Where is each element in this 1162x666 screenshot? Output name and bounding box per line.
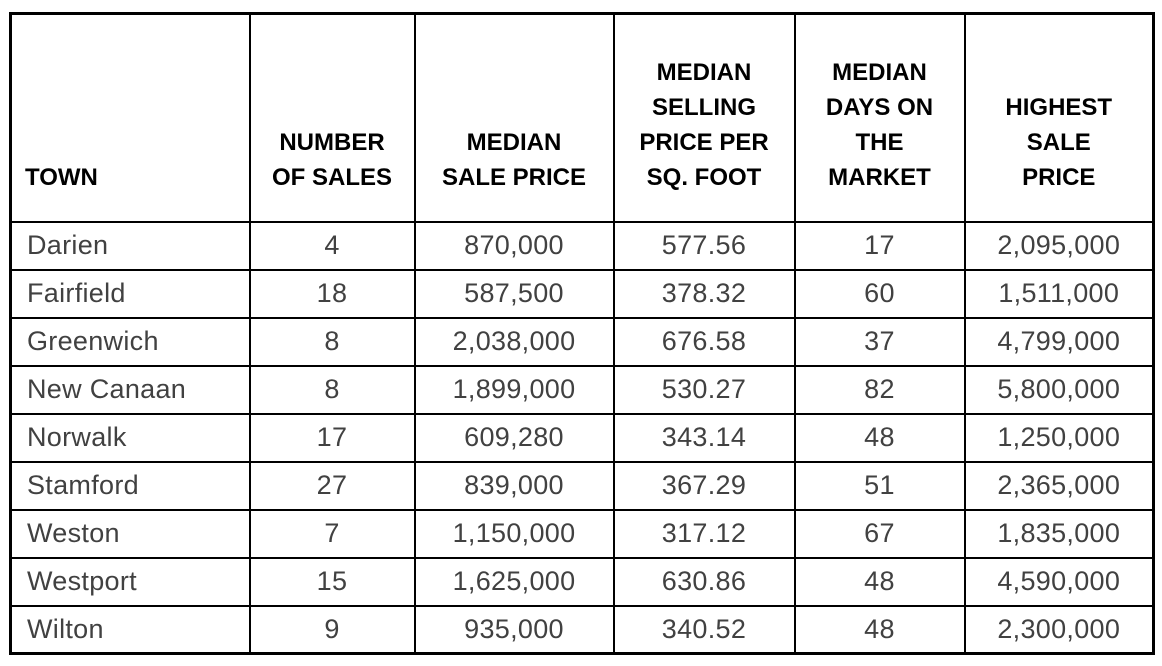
cell-median-days-on-the-market: 60 — [793, 268, 966, 319]
cell-town: Norwalk — [9, 412, 251, 463]
cell-median-sale-price: 1,899,000 — [413, 364, 615, 415]
cell-median-days-on-the-market: 37 — [793, 316, 966, 367]
cell-town: Darien — [9, 220, 251, 271]
cell-median-sale-price: 1,150,000 — [413, 508, 615, 559]
cell-median-selling-price-per-sq-foot: 378.32 — [612, 268, 796, 319]
cell-median-sale-price: 609,280 — [413, 412, 615, 463]
cell-number-of-sales: 8 — [248, 316, 416, 367]
cell-town: Westport — [9, 556, 251, 607]
cell-highest-sale-price: 1,250,000 — [963, 412, 1155, 463]
cell-median-days-on-the-market: 48 — [793, 604, 966, 655]
cell-number-of-sales: 15 — [248, 556, 416, 607]
cell-median-days-on-the-market: 82 — [793, 364, 966, 415]
cell-highest-sale-price: 5,800,000 — [963, 364, 1155, 415]
col-header-town: TOWN — [9, 12, 251, 223]
col-header-median-selling-price-per-sq-foot: MEDIAN SELLING PRICE PER SQ. FOOT — [612, 12, 796, 223]
cell-median-sale-price: 2,038,000 — [413, 316, 615, 367]
table-header: TOWN NUMBER OF SALES MEDIAN SALE PRICE M… — [9, 12, 1155, 223]
header-row: TOWN NUMBER OF SALES MEDIAN SALE PRICE M… — [9, 12, 1155, 223]
cell-highest-sale-price: 4,590,000 — [963, 556, 1155, 607]
cell-median-selling-price-per-sq-foot: 367.29 — [612, 460, 796, 511]
cell-town: Greenwich — [9, 316, 251, 367]
cell-number-of-sales: 18 — [248, 268, 416, 319]
table-row: Weston 7 1,150,000 317.12 67 1,835,000 — [9, 508, 1155, 559]
col-header-highest-sale-price: HIGHEST SALE PRICE — [963, 12, 1155, 223]
table-body: Darien 4 870,000 577.56 17 2,095,000 Fairfield… — [9, 220, 1155, 655]
town-sales-table: TOWN NUMBER OF SALES MEDIAN SALE PRICE M… — [9, 12, 1155, 655]
table-row: Norwalk 17 609,280 343.14 48 1,250,000 — [9, 412, 1155, 463]
cell-median-sale-price: 587,500 — [413, 268, 615, 319]
col-header-median-sale-price: MEDIAN SALE PRICE — [413, 12, 615, 223]
cell-number-of-sales: 4 — [248, 220, 416, 271]
cell-median-days-on-the-market: 51 — [793, 460, 966, 511]
cell-number-of-sales: 17 — [248, 412, 416, 463]
cell-median-selling-price-per-sq-foot: 340.52 — [612, 604, 796, 655]
table-row: Greenwich 8 2,038,000 676.58 37 4,799,000 — [9, 316, 1155, 367]
col-header-number-of-sales: NUMBER OF SALES — [248, 12, 416, 223]
cell-highest-sale-price: 4,799,000 — [963, 316, 1155, 367]
cell-highest-sale-price: 2,095,000 — [963, 220, 1155, 271]
cell-median-sale-price: 935,000 — [413, 604, 615, 655]
cell-median-days-on-the-market: 17 — [793, 220, 966, 271]
cell-median-selling-price-per-sq-foot: 530.27 — [612, 364, 796, 415]
cell-highest-sale-price: 1,511,000 — [963, 268, 1155, 319]
table-row: New Canaan 8 1,899,000 530.27 82 5,800,000 — [9, 364, 1155, 415]
cell-median-selling-price-per-sq-foot: 676.58 — [612, 316, 796, 367]
table-row: Fairfield 18 587,500 378.32 60 1,511,000 — [9, 268, 1155, 319]
cell-median-selling-price-per-sq-foot: 577.56 — [612, 220, 796, 271]
cell-town: Wilton — [9, 604, 251, 655]
cell-median-days-on-the-market: 48 — [793, 556, 966, 607]
cell-highest-sale-price: 2,365,000 — [963, 460, 1155, 511]
cell-highest-sale-price: 1,835,000 — [963, 508, 1155, 559]
cell-number-of-sales: 7 — [248, 508, 416, 559]
cell-town: Weston — [9, 508, 251, 559]
col-header-median-days-on-the-market: MEDIAN DAYS ON THE MARKET — [793, 12, 966, 223]
cell-town: Fairfield — [9, 268, 251, 319]
cell-town: Stamford — [9, 460, 251, 511]
cell-median-selling-price-per-sq-foot: 630.86 — [612, 556, 796, 607]
table-row: Westport 15 1,625,000 630.86 48 4,590,000 — [9, 556, 1155, 607]
table-row: Stamford 27 839,000 367.29 51 2,365,000 — [9, 460, 1155, 511]
cell-number-of-sales: 8 — [248, 364, 416, 415]
cell-median-sale-price: 1,625,000 — [413, 556, 615, 607]
cell-number-of-sales: 27 — [248, 460, 416, 511]
cell-median-sale-price: 839,000 — [413, 460, 615, 511]
table-row: Darien 4 870,000 577.56 17 2,095,000 — [9, 220, 1155, 271]
table-row: Wilton 9 935,000 340.52 48 2,300,000 — [9, 604, 1155, 655]
cell-median-days-on-the-market: 67 — [793, 508, 966, 559]
cell-median-days-on-the-market: 48 — [793, 412, 966, 463]
cell-number-of-sales: 9 — [248, 604, 416, 655]
cell-median-selling-price-per-sq-foot: 317.12 — [612, 508, 796, 559]
cell-town: New Canaan — [9, 364, 251, 415]
cell-highest-sale-price: 2,300,000 — [963, 604, 1155, 655]
cell-median-selling-price-per-sq-foot: 343.14 — [612, 412, 796, 463]
cell-median-sale-price: 870,000 — [413, 220, 615, 271]
